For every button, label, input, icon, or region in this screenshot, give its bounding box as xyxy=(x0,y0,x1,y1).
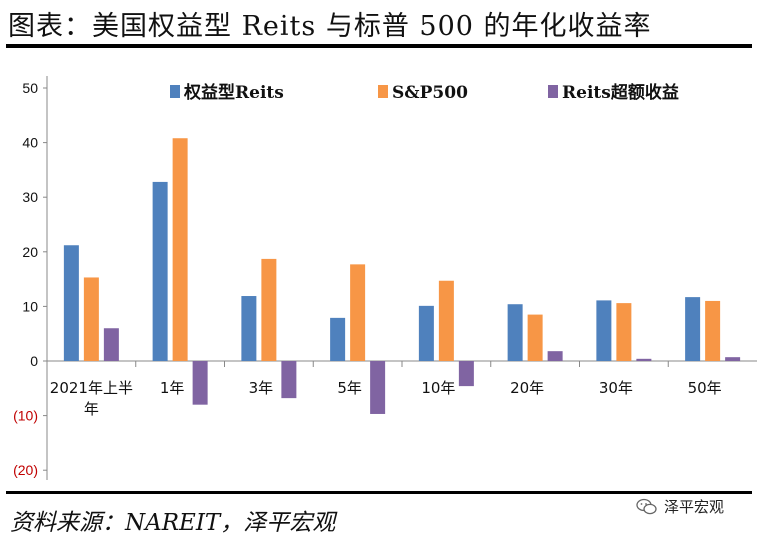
legend-swatch xyxy=(378,85,388,98)
x-tick-label: 30年 xyxy=(599,379,633,397)
bar xyxy=(725,357,741,361)
legend-label: 权益型Reits xyxy=(183,82,284,103)
bar xyxy=(418,305,434,361)
bar xyxy=(192,361,208,405)
watermark-text: 泽平宏观 xyxy=(664,498,725,516)
bar xyxy=(281,361,297,399)
chart-legend: 权益型Reits S&P500 Reits超额收益 xyxy=(170,82,679,103)
bar xyxy=(261,258,277,361)
x-tick-label: 年 xyxy=(84,400,99,418)
bar xyxy=(172,138,188,361)
legend-label: Reits超额收益 xyxy=(562,82,679,103)
bar xyxy=(636,358,652,361)
bar xyxy=(330,317,346,361)
x-tick-label: 20年 xyxy=(510,379,544,397)
chart-title: 图表：美国权益型 Reits 与标普 500 的年化收益率 xyxy=(8,11,652,42)
bar xyxy=(350,264,366,361)
bar xyxy=(507,304,523,361)
bar xyxy=(83,277,99,361)
bar xyxy=(241,296,257,361)
title-rule xyxy=(6,44,752,48)
bar xyxy=(616,303,632,361)
y-tick-label: 0 xyxy=(30,353,38,369)
bar xyxy=(685,297,701,361)
chart-bars xyxy=(63,138,741,414)
legend-swatch xyxy=(170,85,180,98)
x-tick-label: 50年 xyxy=(688,379,722,397)
footer-rule xyxy=(6,491,752,494)
watermark: 泽平宏观 xyxy=(636,496,724,517)
bar xyxy=(458,361,474,387)
y-tick-label: 20 xyxy=(22,244,38,260)
bar xyxy=(527,314,543,361)
x-tick-label: 3年 xyxy=(249,379,274,397)
bar xyxy=(152,181,168,361)
x-tick-label: 5年 xyxy=(337,379,362,397)
y-tick-label: (20) xyxy=(13,462,38,478)
bar xyxy=(63,245,79,361)
y-tick-label: (10) xyxy=(13,408,38,424)
bar xyxy=(370,361,386,414)
bar xyxy=(705,300,721,361)
x-tick-label: 1年 xyxy=(160,379,185,397)
bar xyxy=(596,300,612,361)
x-tick-label: 2021年上半 xyxy=(50,379,133,397)
chart-axes xyxy=(43,76,757,480)
x-tick-label: 10年 xyxy=(421,379,455,397)
bar xyxy=(438,280,454,361)
bar xyxy=(547,351,563,361)
legend-swatch xyxy=(548,85,558,98)
source-note: 资料来源：NAREIT，泽平宏观 xyxy=(10,510,336,536)
legend-label: S&P500 xyxy=(392,83,468,103)
y-tick-label: 40 xyxy=(22,135,38,151)
y-tick-label: 50 xyxy=(22,80,38,96)
bar xyxy=(103,328,119,361)
wechat-icon xyxy=(636,498,657,514)
y-tick-label: 30 xyxy=(22,189,38,205)
y-tick-label: 10 xyxy=(22,298,38,314)
